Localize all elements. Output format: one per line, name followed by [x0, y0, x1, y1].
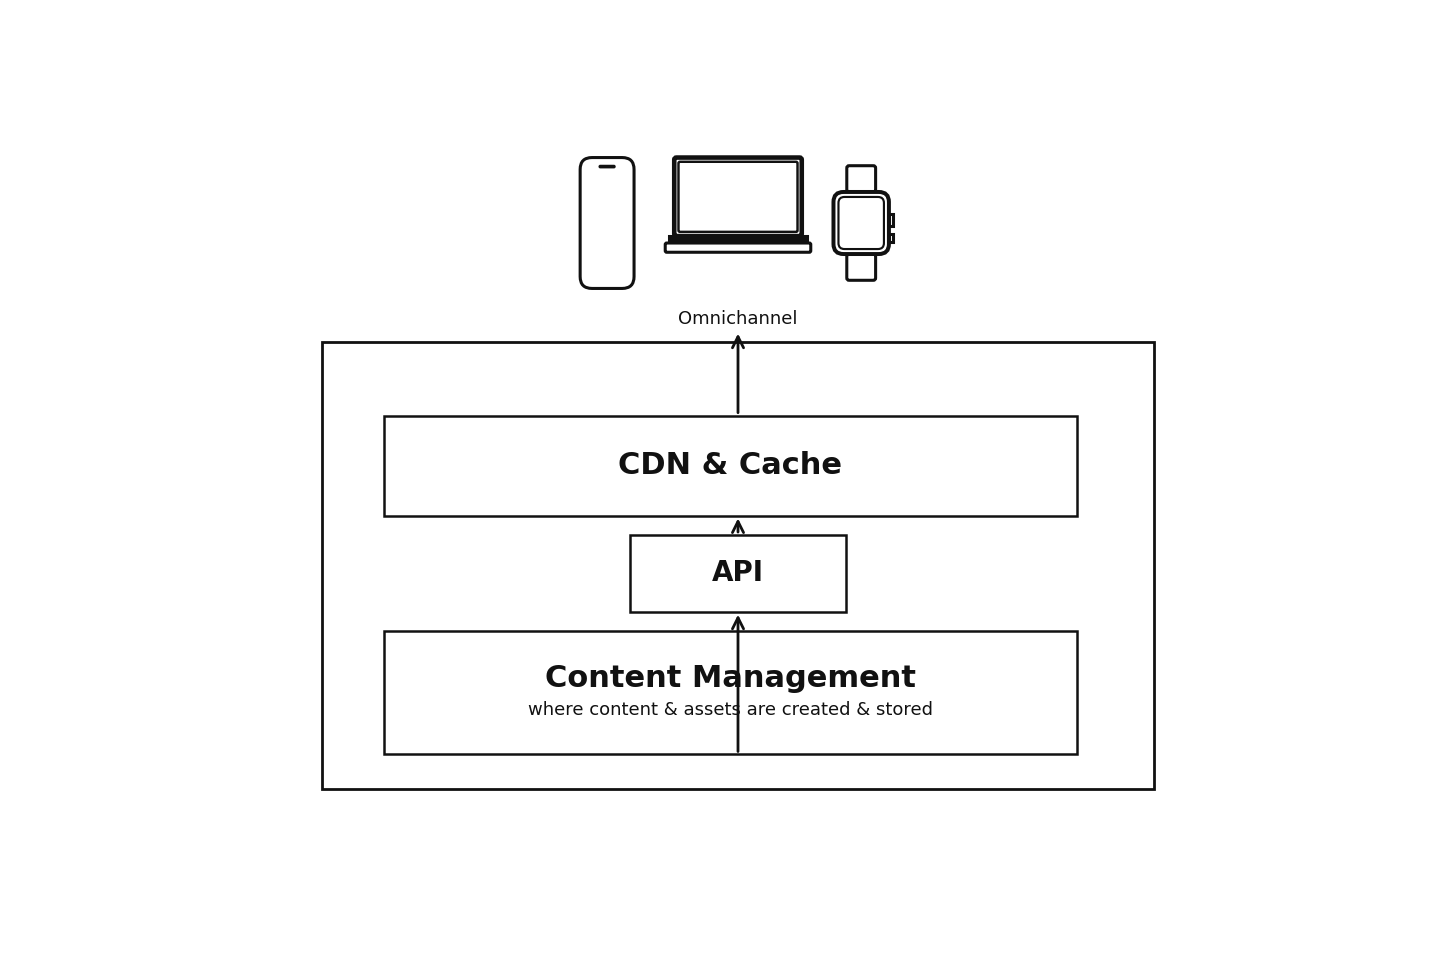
Text: API: API: [711, 560, 765, 588]
FancyBboxPatch shape: [665, 243, 811, 252]
Text: where content & assets are created & stored: where content & assets are created & sto…: [528, 701, 933, 719]
FancyBboxPatch shape: [847, 166, 876, 192]
FancyBboxPatch shape: [834, 192, 888, 254]
Text: Omnichannel: Omnichannel: [678, 310, 798, 328]
Bar: [323, 343, 1153, 789]
Bar: [668, 236, 808, 243]
FancyBboxPatch shape: [838, 197, 884, 249]
Text: CDN & Cache: CDN & Cache: [618, 451, 842, 480]
Text: Content Management: Content Management: [544, 664, 916, 693]
Bar: [631, 535, 845, 612]
Bar: [888, 234, 893, 242]
Bar: [384, 416, 1077, 516]
Bar: [384, 631, 1077, 755]
Bar: [888, 214, 893, 227]
FancyBboxPatch shape: [678, 162, 798, 232]
FancyBboxPatch shape: [599, 165, 616, 168]
FancyBboxPatch shape: [847, 254, 876, 280]
FancyBboxPatch shape: [674, 157, 802, 236]
FancyBboxPatch shape: [580, 157, 634, 288]
